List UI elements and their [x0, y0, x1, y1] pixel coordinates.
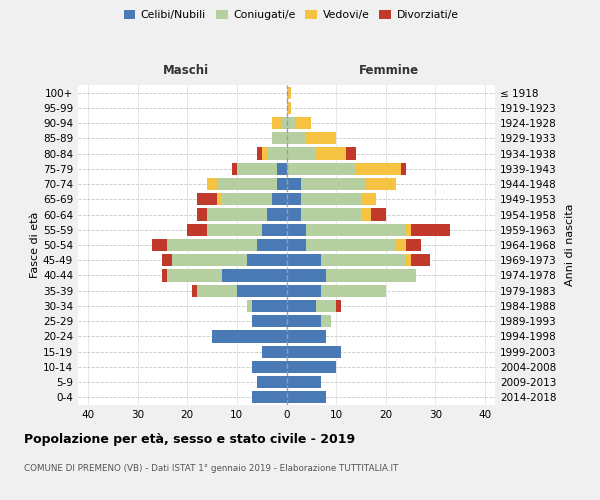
Bar: [410, 254, 430, 266]
Bar: [266, 148, 287, 160]
Bar: [272, 193, 287, 205]
Text: COMUNE DI PREMENO (VB) - Dati ISTAT 1° gennaio 2019 - Elaborazione TUTTITALIA.IT: COMUNE DI PREMENO (VB) - Dati ISTAT 1° g…: [24, 464, 398, 473]
Bar: [287, 148, 316, 160]
Bar: [287, 224, 307, 236]
Bar: [406, 239, 421, 251]
Bar: [252, 315, 287, 328]
Bar: [287, 346, 341, 358]
Bar: [172, 254, 247, 266]
Bar: [366, 178, 396, 190]
Bar: [266, 208, 287, 220]
Bar: [307, 132, 336, 144]
Bar: [197, 208, 207, 220]
Bar: [152, 239, 167, 251]
Bar: [262, 224, 287, 236]
Bar: [287, 208, 301, 220]
Bar: [287, 162, 356, 175]
Bar: [296, 117, 311, 129]
Bar: [277, 162, 287, 175]
Bar: [316, 300, 336, 312]
Bar: [232, 162, 237, 175]
Bar: [237, 284, 287, 297]
Bar: [321, 254, 406, 266]
Bar: [163, 270, 167, 281]
Bar: [217, 193, 222, 205]
Text: Popolazione per età, sesso e stato civile - 2019: Popolazione per età, sesso e stato civil…: [24, 432, 355, 446]
Bar: [287, 102, 292, 114]
Bar: [406, 254, 410, 266]
Bar: [257, 148, 262, 160]
Bar: [287, 193, 301, 205]
Bar: [167, 239, 257, 251]
Bar: [187, 224, 207, 236]
Bar: [197, 193, 217, 205]
Bar: [262, 148, 266, 160]
Bar: [321, 315, 331, 328]
Bar: [356, 162, 401, 175]
Bar: [272, 132, 287, 144]
Bar: [361, 208, 371, 220]
Bar: [287, 178, 301, 190]
Bar: [287, 254, 321, 266]
Bar: [212, 330, 287, 342]
Bar: [237, 162, 277, 175]
Legend: Celibi/Nubili, Coniugati/e, Vedovi/e, Divorziati/e: Celibi/Nubili, Coniugati/e, Vedovi/e, Di…: [119, 6, 463, 25]
Bar: [277, 178, 287, 190]
Bar: [163, 254, 172, 266]
Bar: [192, 284, 197, 297]
Bar: [197, 284, 237, 297]
Bar: [272, 117, 281, 129]
Bar: [287, 284, 321, 297]
Bar: [167, 270, 222, 281]
Bar: [287, 376, 321, 388]
Bar: [301, 193, 361, 205]
Bar: [326, 270, 416, 281]
Bar: [287, 392, 326, 404]
Bar: [396, 239, 406, 251]
Bar: [287, 330, 326, 342]
Bar: [371, 208, 386, 220]
Bar: [410, 224, 451, 236]
Bar: [222, 270, 287, 281]
Bar: [207, 178, 217, 190]
Bar: [217, 178, 277, 190]
Bar: [252, 392, 287, 404]
Text: Femmine: Femmine: [359, 64, 419, 77]
Bar: [301, 178, 366, 190]
Bar: [207, 208, 266, 220]
Bar: [316, 148, 346, 160]
Bar: [252, 361, 287, 373]
Bar: [287, 86, 292, 99]
Text: Maschi: Maschi: [163, 64, 209, 77]
Bar: [222, 193, 272, 205]
Bar: [346, 148, 356, 160]
Bar: [252, 300, 287, 312]
Bar: [287, 239, 307, 251]
Y-axis label: Anni di nascita: Anni di nascita: [565, 204, 575, 286]
Bar: [287, 315, 321, 328]
Bar: [287, 300, 316, 312]
Bar: [406, 224, 410, 236]
Bar: [287, 132, 307, 144]
Bar: [321, 284, 386, 297]
Bar: [257, 239, 287, 251]
Bar: [287, 117, 296, 129]
Bar: [307, 239, 396, 251]
Bar: [262, 346, 287, 358]
Bar: [247, 300, 252, 312]
Bar: [307, 224, 406, 236]
Y-axis label: Fasce di età: Fasce di età: [30, 212, 40, 278]
Bar: [287, 270, 326, 281]
Bar: [301, 208, 361, 220]
Bar: [287, 361, 336, 373]
Bar: [336, 300, 341, 312]
Bar: [281, 117, 287, 129]
Bar: [257, 376, 287, 388]
Bar: [401, 162, 406, 175]
Bar: [247, 254, 287, 266]
Bar: [207, 224, 262, 236]
Bar: [361, 193, 376, 205]
